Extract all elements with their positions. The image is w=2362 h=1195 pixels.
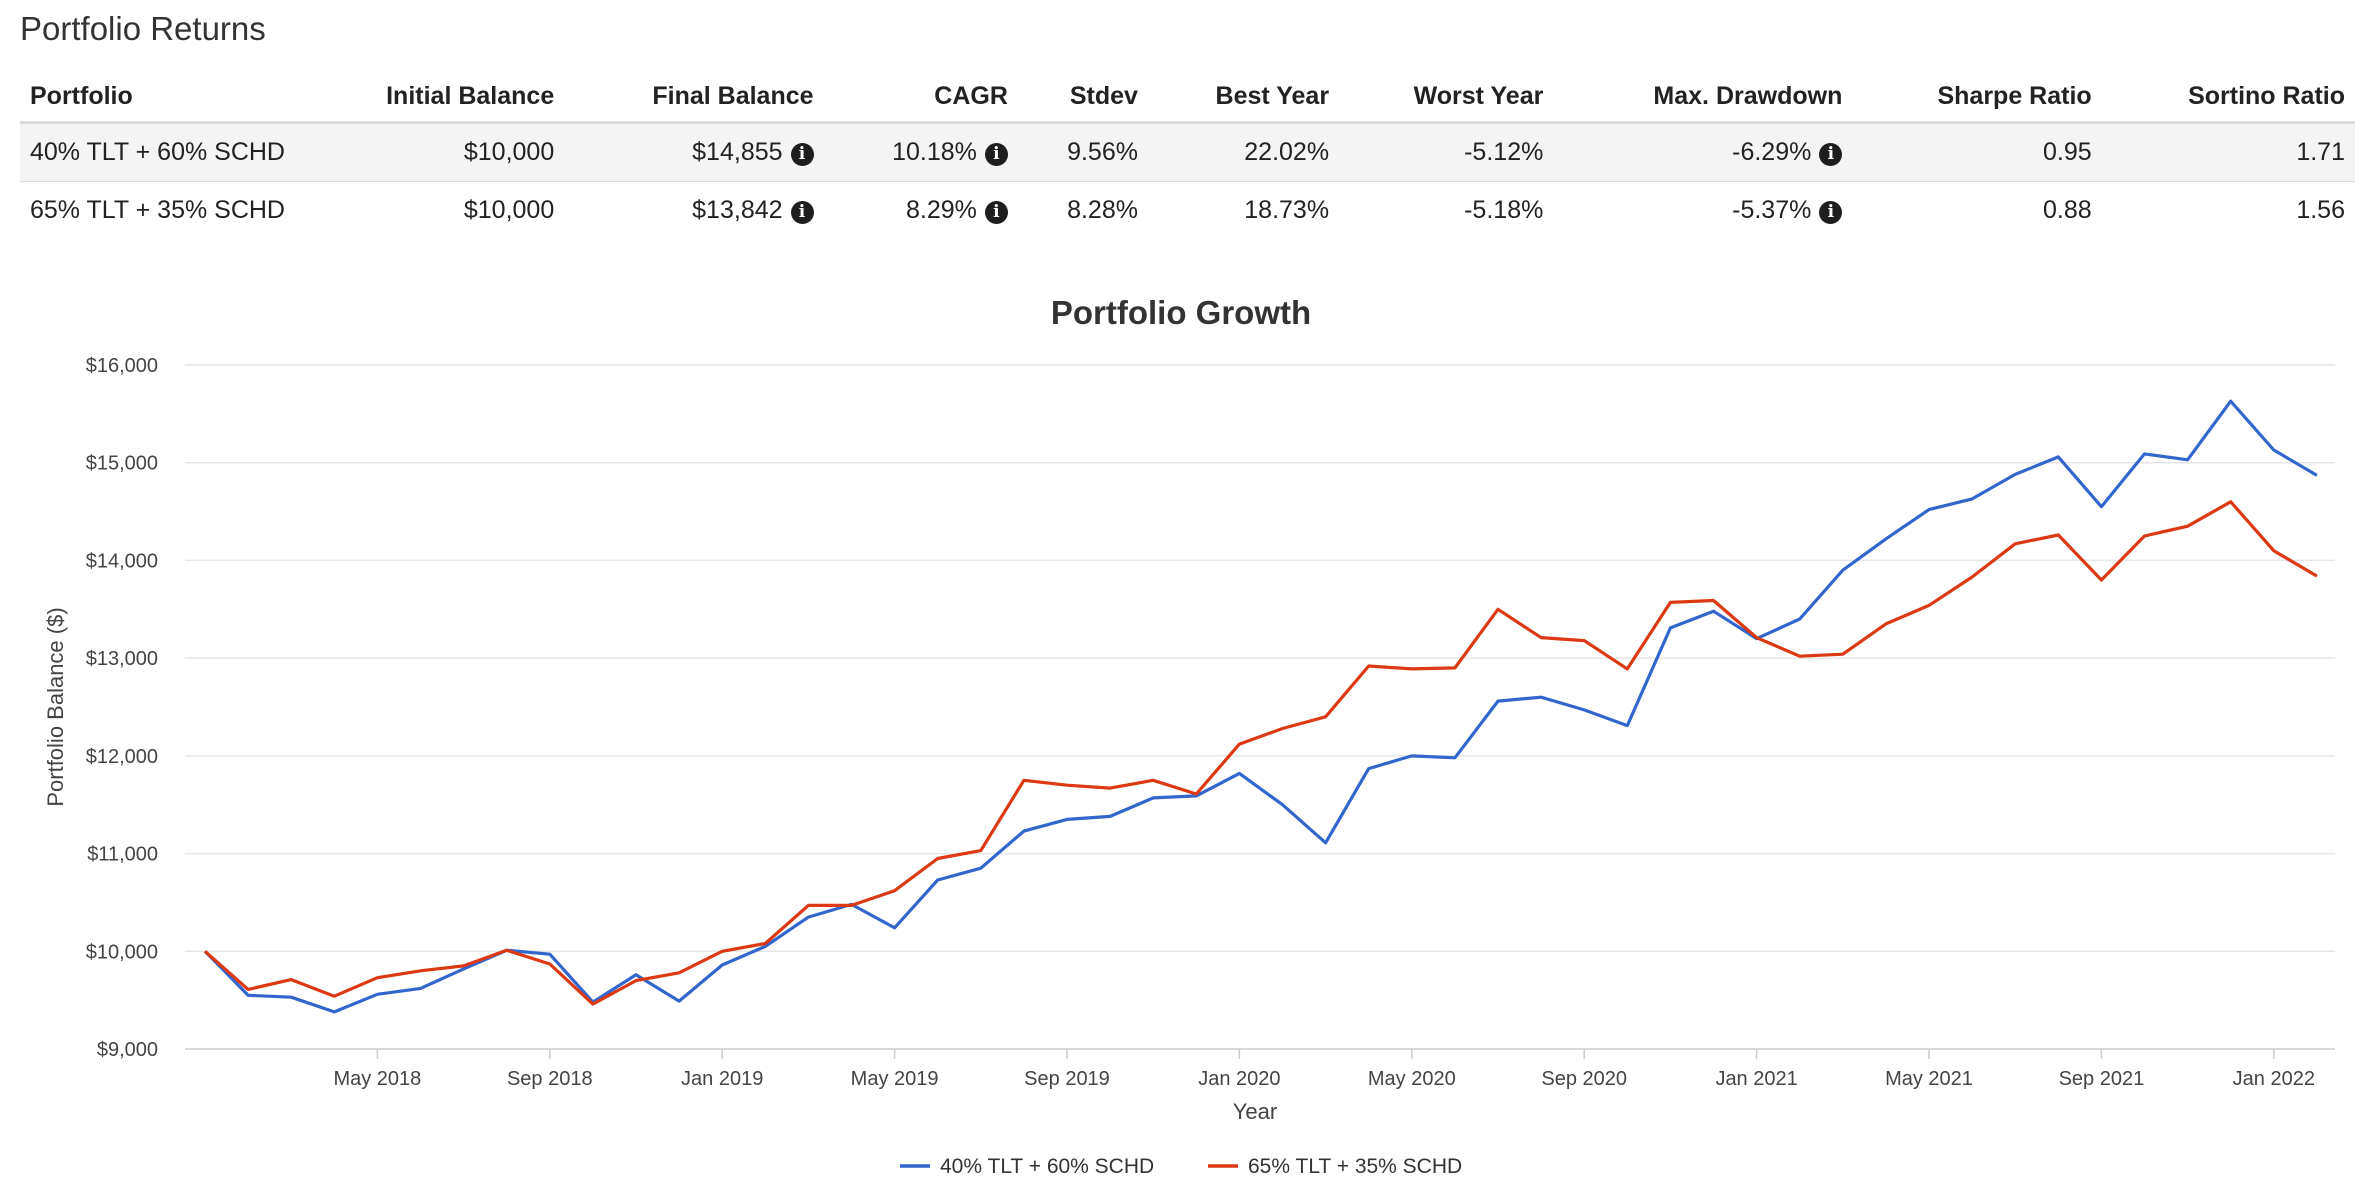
column-header[interactable]: Worst Year [1339, 72, 1554, 124]
legend-entry[interactable]: 65% TLT + 35% SCHD [1248, 1155, 1462, 1178]
column-header[interactable]: Portfolio [20, 72, 295, 124]
info-circle-icon[interactable]: i [984, 143, 1008, 166]
info-circle-icon[interactable]: i [984, 201, 1008, 224]
sharpe-ratio: 0.88 [2043, 196, 2092, 224]
x-tick-label: Jan 2020 [1198, 1068, 1280, 1090]
portfolio-returns-table: Portfolio Initial Balance Final Balance … [20, 72, 2355, 239]
page-title: Portfolio Returns [20, 10, 266, 47]
x-axis-title: Year [1233, 1099, 1277, 1124]
sortino-ratio: 1.56 [2296, 196, 2345, 224]
y-tick-label: $12,000 [86, 746, 158, 768]
y-tick-label: $14,000 [86, 550, 158, 572]
y-tick-label: $11,000 [87, 844, 158, 866]
final-balance: $14,855 [692, 138, 783, 166]
x-tick-label: Sep 2019 [1024, 1068, 1110, 1090]
cagr: 10.18% [892, 138, 977, 166]
final-balance-cell: $13,842 i [564, 182, 823, 240]
column-header[interactable]: Stdev [1017, 72, 1148, 124]
x-tick-label: Sep 2018 [507, 1068, 593, 1090]
initial-balance: $10,000 [463, 196, 555, 224]
y-tick-label: $10,000 [86, 941, 158, 963]
worst-year: -5.12% [1339, 122, 1554, 182]
column-header[interactable]: Max. Drawdown [1553, 72, 1853, 124]
best-year: 18.73% [1244, 196, 1330, 224]
series-line [203, 500, 2318, 1006]
chart-title: Portfolio Growth [1050, 294, 1312, 331]
column-header[interactable]: Best Year [1147, 72, 1340, 124]
best-year: 22.02% [1147, 122, 1340, 182]
table-row: 65% TLT + 35% SCHD $10,000 $13,842 i 8.29… [20, 182, 2355, 240]
final-balance-cell: $14,855 i [564, 122, 824, 182]
info-circle-icon[interactable]: i [790, 201, 814, 224]
worst-year: -5.18% [1464, 196, 1544, 224]
stdev: 9.56% [1017, 122, 1148, 182]
y-tick-label: $16,000 [86, 355, 158, 377]
column-header[interactable]: CAGR [823, 72, 1018, 124]
cagr: 8.29% [906, 196, 977, 224]
x-tick-label: May 2018 [333, 1068, 421, 1090]
y-tick-label: $13,000 [86, 648, 158, 670]
info-circle-icon[interactable]: i [790, 143, 814, 166]
x-tick-label: Sep 2020 [1541, 1068, 1627, 1090]
portfolio-name: 65% TLT + 35% SCHD [30, 196, 285, 224]
cagr-cell: 10.18% i [823, 122, 1018, 182]
x-tick-label: Jan 2021 [1715, 1068, 1797, 1090]
column-header[interactable]: Initial Balance [294, 72, 565, 124]
column-header[interactable]: Sortino Ratio [2101, 72, 2355, 124]
y-tick-label: $15,000 [86, 453, 158, 475]
max-drawdown: -5.37% [1732, 196, 1812, 224]
x-tick-label: May 2019 [851, 1068, 939, 1090]
sortino-ratio: 1.71 [2101, 122, 2355, 182]
column-header[interactable]: Sharpe Ratio [1852, 72, 2102, 124]
max-drawdown-cell: -6.29% i [1553, 122, 1853, 182]
max-drawdown: -6.29% [1732, 138, 1812, 166]
x-tick-label: Jan 2019 [681, 1068, 763, 1090]
table-header-row: Portfolio Initial Balance Final Balance … [20, 72, 2355, 124]
max-drawdown-cell: -5.37% i [1553, 182, 1852, 240]
x-tick-label: Jan 2022 [2233, 1068, 2315, 1090]
x-tick-label: May 2020 [1368, 1068, 1456, 1090]
series-line [203, 399, 2318, 1014]
final-balance: $13,842 [692, 196, 783, 224]
info-circle-icon[interactable]: i [1819, 201, 1843, 224]
sharpe-ratio: 0.95 [1852, 122, 2102, 182]
x-tick-label: May 2021 [1885, 1068, 1973, 1090]
y-tick-label: $9,000 [97, 1039, 158, 1061]
info-circle-icon[interactable]: i [1819, 143, 1843, 166]
cagr-cell: 8.29% i [824, 182, 1018, 240]
portfolio-name: 40% TLT + 60% SCHD [20, 122, 295, 182]
column-header[interactable]: Final Balance [564, 72, 824, 124]
stdev: 8.28% [1067, 196, 1138, 224]
y-axis-title: Portfolio Balance ($) [43, 607, 68, 806]
initial-balance: $10,000 [294, 122, 565, 182]
legend-entry[interactable]: 40% TLT + 60% SCHD [940, 1155, 1154, 1178]
x-tick-label: Sep 2021 [2059, 1068, 2145, 1090]
table-row: 40% TLT + 60% SCHD $10,000 $14,855 i 10.1… [20, 122, 2355, 182]
